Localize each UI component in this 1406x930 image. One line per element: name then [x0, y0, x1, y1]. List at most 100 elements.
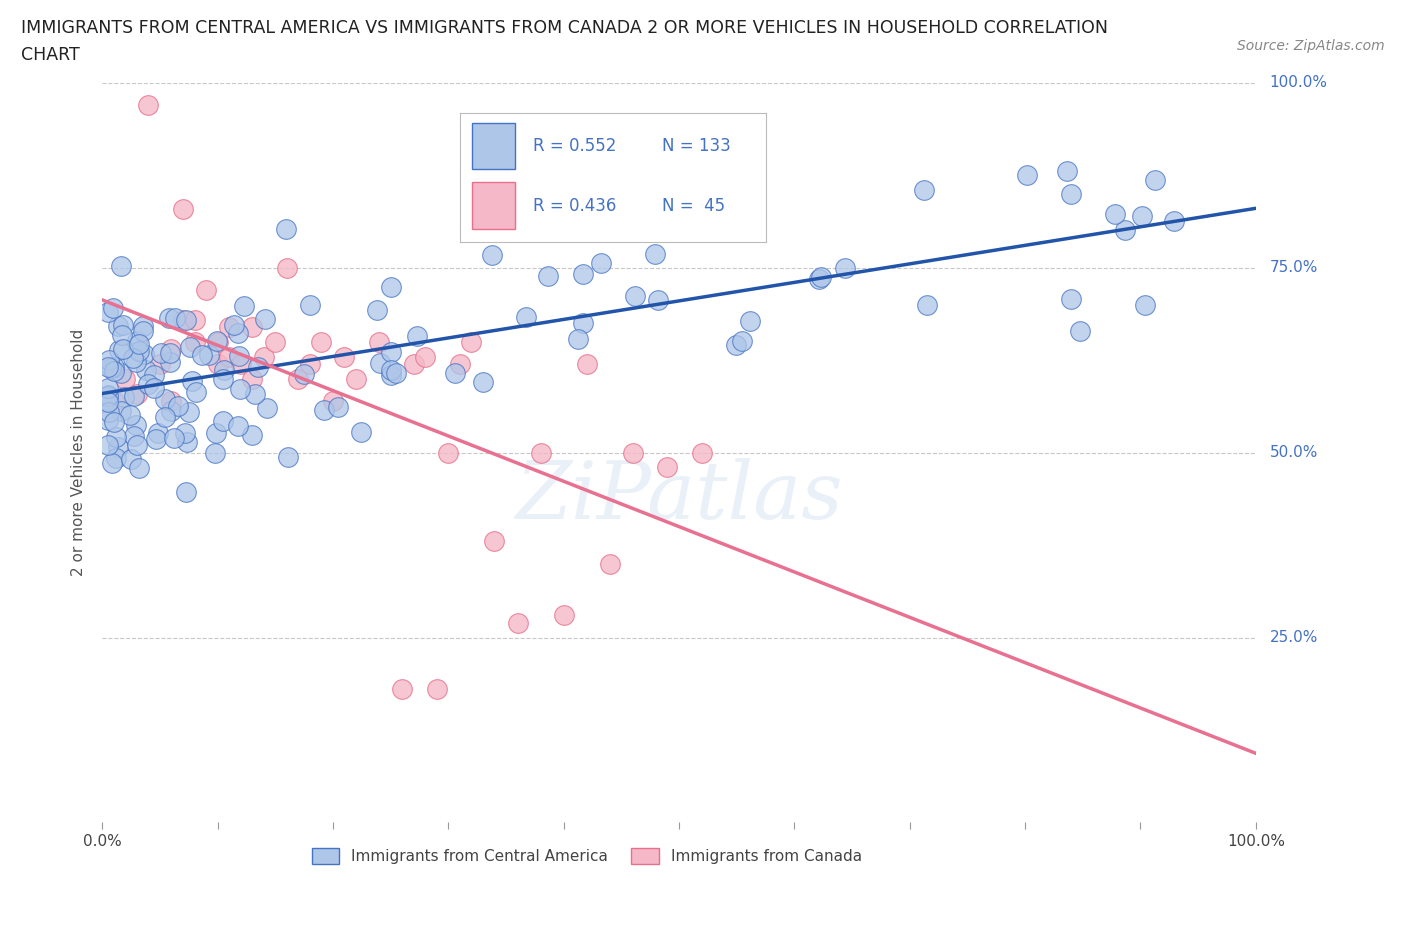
Point — [204, 445, 226, 460]
Point — [567, 332, 589, 347]
Point — [100, 360, 122, 375]
Point — [160, 341, 183, 356]
Point — [153, 409, 176, 424]
Point — [121, 351, 143, 365]
Point — [135, 363, 157, 378]
Point — [647, 292, 669, 307]
Point — [122, 389, 145, 404]
Y-axis label: 2 or more Vehicles in Household: 2 or more Vehicles in Household — [72, 329, 86, 577]
Point — [298, 356, 321, 371]
Point — [391, 682, 413, 697]
Point — [740, 313, 762, 328]
Point — [163, 431, 186, 445]
Point — [1143, 173, 1166, 188]
Point — [97, 413, 120, 428]
Point — [506, 616, 529, 631]
Point — [385, 365, 408, 380]
Point — [1104, 206, 1126, 221]
Point — [481, 247, 503, 262]
Point — [150, 345, 173, 360]
Point — [105, 430, 128, 445]
Point — [207, 356, 229, 371]
Point — [224, 317, 246, 332]
Point — [132, 324, 155, 339]
Point — [623, 289, 645, 304]
Point — [264, 334, 287, 349]
Point — [97, 360, 120, 375]
Point — [128, 343, 150, 358]
Point — [247, 360, 270, 375]
Point — [111, 327, 134, 342]
Text: 100.0%: 100.0% — [1270, 75, 1327, 90]
Point — [571, 315, 593, 330]
Point — [179, 339, 201, 354]
Text: IMMIGRANTS FROM CENTRAL AMERICA VS IMMIGRANTS FROM CANADA 2 OR MORE VEHICLES IN : IMMIGRANTS FROM CENTRAL AMERICA VS IMMIG… — [21, 19, 1108, 36]
Point — [108, 343, 131, 358]
Point — [575, 356, 598, 371]
Point — [1069, 324, 1091, 339]
Point — [589, 255, 612, 270]
Point — [105, 451, 128, 466]
Point — [228, 349, 250, 364]
Point — [1130, 208, 1153, 223]
Point — [1060, 187, 1083, 202]
Point — [810, 270, 832, 285]
Point — [97, 437, 120, 452]
Point — [143, 367, 166, 382]
Point — [136, 377, 159, 392]
Point — [195, 283, 218, 298]
Point — [134, 347, 156, 362]
Text: Source: ZipAtlas.com: Source: ZipAtlas.com — [1237, 39, 1385, 53]
Point — [229, 356, 252, 371]
Point — [172, 312, 194, 327]
Point — [380, 367, 402, 382]
Point — [112, 390, 135, 405]
Point — [97, 304, 120, 319]
Point — [380, 345, 402, 360]
Point — [212, 362, 235, 377]
Point — [148, 426, 170, 441]
Point — [98, 352, 121, 367]
Point — [240, 371, 263, 386]
Point — [197, 348, 219, 363]
Point — [350, 425, 373, 440]
Text: ZiPatlas: ZiPatlas — [515, 458, 842, 536]
Point — [484, 534, 506, 549]
Point — [103, 359, 125, 374]
Point — [174, 312, 197, 327]
Point — [97, 393, 120, 408]
Point — [205, 426, 228, 441]
Point — [292, 366, 315, 381]
Point — [97, 394, 120, 409]
Point — [184, 385, 207, 400]
Point — [110, 404, 132, 418]
Point — [912, 182, 935, 197]
Point — [240, 320, 263, 335]
Point — [125, 354, 148, 369]
Point — [312, 403, 335, 418]
Point — [229, 381, 252, 396]
Point — [207, 334, 229, 349]
Point — [460, 334, 482, 349]
Point — [218, 349, 240, 364]
Point — [128, 337, 150, 352]
Point — [101, 300, 124, 315]
Point — [366, 302, 388, 317]
Point — [380, 362, 402, 377]
Point — [444, 365, 467, 380]
Point — [311, 334, 333, 349]
Point — [183, 312, 205, 327]
Point — [1114, 222, 1136, 237]
Point — [644, 246, 666, 261]
Point — [368, 334, 391, 349]
Point — [333, 349, 356, 364]
Text: 25.0%: 25.0% — [1270, 630, 1317, 645]
Point — [1059, 292, 1081, 307]
Point — [191, 348, 214, 363]
Point — [211, 413, 233, 428]
Point — [449, 356, 471, 371]
Point — [103, 393, 125, 408]
Point — [299, 298, 322, 312]
Point — [253, 349, 276, 364]
Point — [413, 349, 436, 364]
